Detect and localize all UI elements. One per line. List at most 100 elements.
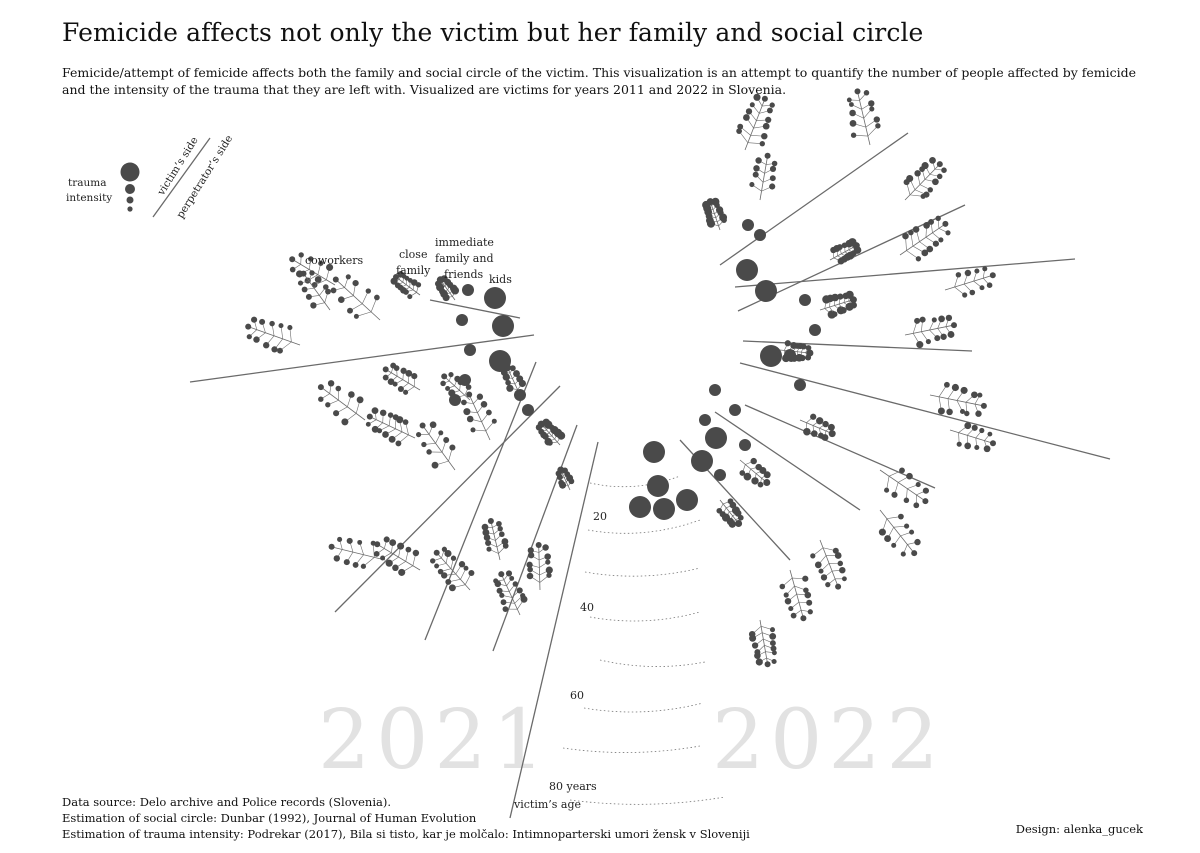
- kid-circle: [676, 489, 698, 511]
- label-immediate-2: family and: [435, 252, 494, 265]
- person-dot: [346, 537, 353, 544]
- person-dot: [379, 409, 387, 417]
- person-dot: [289, 256, 296, 263]
- family-circle: [522, 404, 534, 416]
- person-dot: [398, 568, 406, 576]
- cluster-stem: [779, 349, 810, 354]
- person-dot: [426, 449, 432, 455]
- person-dot: [516, 375, 524, 383]
- person-dot: [743, 114, 750, 121]
- person-dot: [505, 570, 513, 577]
- person-dot: [927, 187, 933, 193]
- person-dot: [921, 249, 929, 257]
- person-dot: [834, 552, 842, 559]
- cluster-stem: [500, 573, 521, 616]
- person-dot: [436, 276, 444, 284]
- person-dot: [337, 296, 345, 304]
- person-dot: [482, 529, 490, 536]
- person-dot: [505, 379, 511, 386]
- legend-circle-medium: [125, 184, 135, 194]
- person-dot: [466, 391, 473, 398]
- person-dot: [803, 587, 809, 593]
- person-dot: [380, 555, 386, 561]
- person-dot: [804, 591, 812, 599]
- person-dot: [441, 373, 448, 380]
- person-dot: [440, 380, 446, 387]
- person-dot: [926, 245, 934, 253]
- person-dot: [837, 560, 844, 567]
- person-dot: [325, 288, 331, 295]
- person-dot: [821, 434, 829, 441]
- person-dot: [388, 435, 396, 443]
- person-dot: [937, 407, 945, 415]
- cluster-stem: [759, 155, 769, 201]
- person-dot: [769, 640, 776, 647]
- age-guide-arc: [569, 796, 726, 805]
- person-dot: [849, 296, 857, 304]
- person-dot: [383, 536, 390, 543]
- person-dot: [528, 552, 535, 559]
- person-dot: [287, 325, 293, 331]
- label-immediate-1: immediate: [435, 236, 494, 249]
- person-dot: [526, 572, 534, 580]
- person-dot: [347, 307, 353, 314]
- person-dot: [935, 215, 941, 222]
- person-dot: [810, 553, 816, 559]
- person-dot: [430, 558, 436, 564]
- person-dot: [527, 566, 533, 573]
- person-dot: [387, 412, 394, 418]
- person-dot: [450, 555, 457, 561]
- person-dot: [904, 523, 910, 529]
- person-dot: [393, 274, 399, 280]
- person-dot: [816, 417, 824, 425]
- person-dot: [869, 106, 875, 112]
- person-dot: [449, 444, 456, 451]
- person-dot: [969, 289, 976, 296]
- person-dot: [987, 431, 993, 437]
- family-circle: [754, 229, 766, 241]
- victim-line: [742, 340, 973, 352]
- person-dot: [309, 270, 315, 276]
- person-dot: [502, 606, 509, 612]
- person-dot: [820, 574, 828, 581]
- person-dot: [964, 269, 972, 277]
- person-dot: [964, 422, 972, 430]
- person-dot: [496, 520, 502, 527]
- person-dot: [932, 240, 940, 247]
- person-dot: [454, 375, 461, 383]
- label-close-family-2: family: [396, 264, 431, 277]
- person-dot: [535, 542, 542, 548]
- age-guide-arc: [587, 519, 701, 534]
- person-dot: [743, 472, 752, 481]
- person-dot: [878, 528, 886, 536]
- person-dot: [848, 102, 854, 107]
- person-dot: [769, 102, 775, 108]
- person-dot: [974, 268, 980, 274]
- person-dot: [400, 367, 407, 374]
- label-close-family-1: close: [399, 248, 427, 261]
- person-dot: [481, 523, 489, 531]
- person-dot: [737, 514, 744, 521]
- age-guide-arc: [589, 611, 701, 622]
- person-dot: [807, 609, 813, 615]
- person-dot: [360, 563, 367, 569]
- person-dot: [397, 270, 405, 278]
- person-dot: [989, 272, 996, 279]
- person-dot: [736, 128, 742, 134]
- victim-line: [492, 424, 578, 652]
- person-dot: [711, 197, 720, 206]
- person-dot: [739, 470, 746, 476]
- source-line-3: Estimation of trauma intensity: Podrekar…: [62, 827, 750, 841]
- person-dot: [922, 487, 930, 494]
- person-dot: [979, 427, 985, 434]
- person-dot: [759, 141, 765, 147]
- person-dot: [509, 575, 515, 581]
- cluster-stem: [949, 429, 994, 444]
- person-dot: [925, 339, 931, 345]
- person-dot: [875, 123, 881, 129]
- person-dot: [385, 559, 393, 567]
- person-dot: [310, 302, 317, 309]
- age-tick-80: 80 years: [549, 780, 597, 793]
- person-dot: [751, 642, 759, 649]
- cluster-stem: [819, 299, 854, 311]
